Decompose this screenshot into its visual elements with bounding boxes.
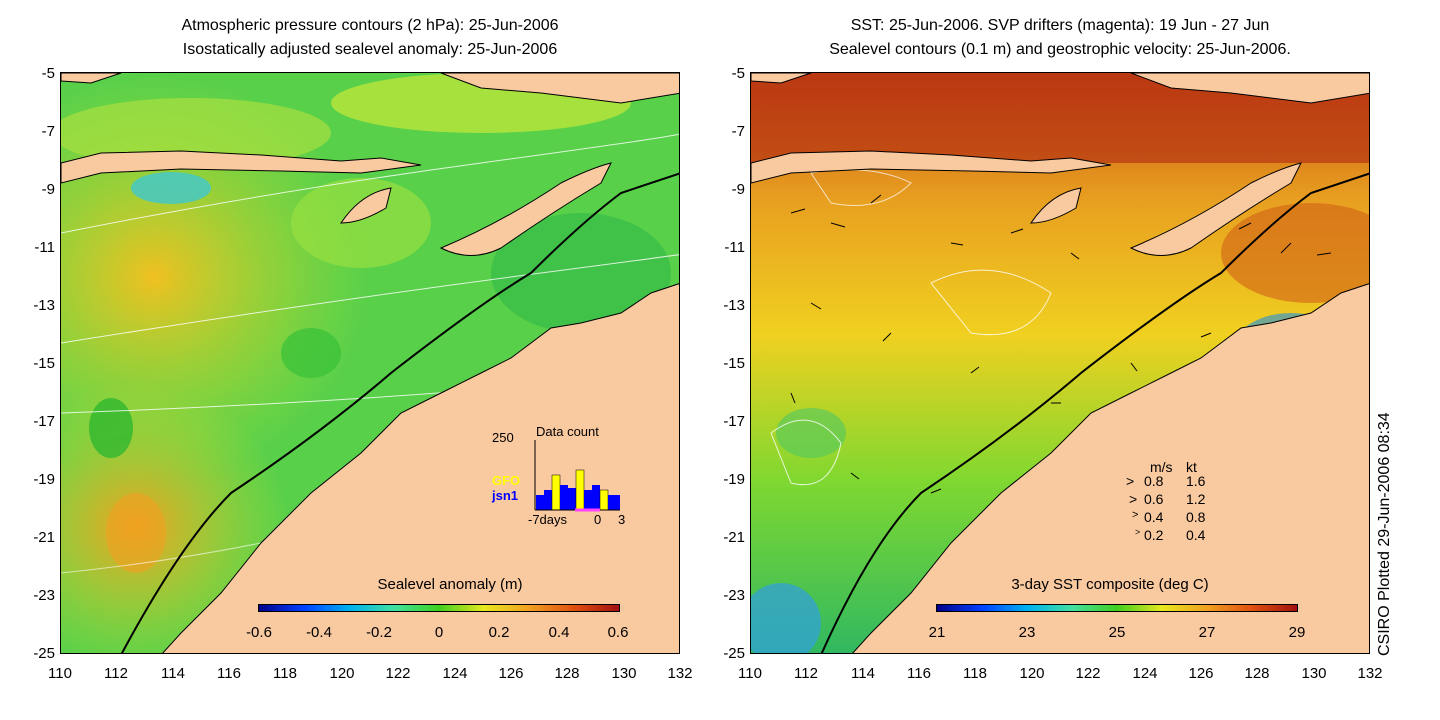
left-xtick: 126 bbox=[498, 665, 524, 682]
right-xtick: 116 bbox=[907, 665, 931, 682]
right-xtick: 128 bbox=[1244, 665, 1270, 682]
left-xtick: 120 bbox=[329, 665, 355, 682]
right-colorbar bbox=[936, 604, 1298, 612]
right-title-line1: SST: 25-Jun-2006. SVP drifters (magenta)… bbox=[850, 17, 1270, 34]
left-colorbar bbox=[258, 604, 620, 612]
indonesia-islands bbox=[61, 150, 422, 184]
inset-xtick: 0 bbox=[594, 512, 602, 527]
legend-arrow-icon: > bbox=[1129, 491, 1138, 507]
left-xtick: 118 bbox=[273, 665, 297, 682]
right-ytick: -21 bbox=[723, 529, 745, 546]
left-cb-tick: -0.4 bbox=[306, 624, 332, 641]
legend-header-kt: kt bbox=[1186, 459, 1197, 475]
right-ytick: -11 bbox=[724, 239, 745, 256]
left-map bbox=[60, 72, 680, 654]
left-ytick: -7 bbox=[41, 123, 55, 140]
australia-land bbox=[162, 283, 679, 653]
left-xtick: 114 bbox=[161, 665, 185, 682]
left-ytick: -23 bbox=[33, 587, 55, 604]
right-ytick: -23 bbox=[723, 587, 745, 604]
left-xtick: 110 bbox=[48, 665, 72, 682]
inset-xtick: 3 bbox=[618, 512, 626, 527]
left-cb-tick: 0.4 bbox=[548, 624, 570, 641]
left-xtick: 116 bbox=[217, 665, 241, 682]
inset-bars bbox=[534, 440, 620, 512]
legend-ms: 0.2 bbox=[1144, 527, 1164, 543]
right-cb-tick: 25 bbox=[1108, 624, 1126, 641]
left-map-svg bbox=[61, 73, 679, 653]
right-xtick: 114 bbox=[851, 665, 875, 682]
right-xtick: 120 bbox=[1019, 665, 1045, 682]
right-ytick: -15 bbox=[723, 355, 745, 372]
right-colorbar-label: 3-day SST composite (deg C) bbox=[1011, 576, 1209, 593]
right-xtick: 110 bbox=[738, 665, 762, 682]
right-xtick: 132 bbox=[1357, 665, 1383, 682]
right-ytick: -19 bbox=[723, 471, 745, 488]
credit-text: CSIRO Plotted 29-Jun-2006 08:34 bbox=[1376, 412, 1393, 656]
left-cb-tick: -0.2 bbox=[366, 624, 392, 641]
inset-series-gfo: GFO bbox=[492, 473, 521, 488]
legend-arrow-icon: > bbox=[1135, 527, 1141, 537]
left-title-line1: Atmospheric pressure contours (2 hPa): 2… bbox=[181, 17, 559, 34]
left-ytick: -9 bbox=[41, 181, 55, 198]
right-xtick: 118 bbox=[963, 665, 987, 682]
left-cb-tick: 0.6 bbox=[607, 624, 629, 641]
left-ytick: -25 bbox=[33, 645, 55, 662]
legend-kt: 0.4 bbox=[1186, 527, 1206, 543]
left-ytick: -15 bbox=[33, 355, 55, 372]
right-title-line2: Sealevel contours (0.1 m) and geostrophi… bbox=[829, 41, 1291, 58]
right-ytick: -13 bbox=[723, 297, 745, 314]
geostrophic-velocity-arrows bbox=[790, 194, 1332, 494]
right-ytick: -25 bbox=[723, 645, 745, 662]
inset-ymax-label: 250 bbox=[492, 430, 514, 445]
left-xtick: 112 bbox=[104, 665, 128, 682]
left-xtick: 128 bbox=[554, 665, 580, 682]
legend-ms: 0.6 bbox=[1144, 491, 1164, 507]
right-xtick: 126 bbox=[1188, 665, 1214, 682]
right-xtick: 124 bbox=[1132, 665, 1158, 682]
left-ytick: -11 bbox=[34, 239, 55, 256]
legend-header-ms: m/s bbox=[1150, 459, 1173, 475]
legend-kt: 1.6 bbox=[1186, 473, 1206, 489]
right-ytick: -17 bbox=[723, 413, 745, 430]
right-cb-tick: 23 bbox=[1018, 624, 1036, 641]
left-ytick: -17 bbox=[33, 413, 55, 430]
left-ytick: -21 bbox=[33, 529, 55, 546]
right-cb-tick: 21 bbox=[928, 624, 946, 641]
left-cb-tick: -0.6 bbox=[246, 624, 272, 641]
left-ytick: -19 bbox=[33, 471, 55, 488]
inset-xtick: -7days bbox=[528, 512, 568, 527]
right-xtick: 112 bbox=[794, 665, 818, 682]
left-xtick: 124 bbox=[442, 665, 468, 682]
inset-series-jsn1: jsn1 bbox=[492, 488, 519, 503]
right-ytick: -7 bbox=[731, 123, 745, 140]
legend-kt: 0.8 bbox=[1186, 509, 1206, 525]
legend-arrow-icon: > bbox=[1132, 509, 1139, 521]
legend-ms: 0.4 bbox=[1144, 509, 1164, 525]
legend-ms: 0.8 bbox=[1144, 473, 1164, 489]
left-cb-tick: 0.2 bbox=[488, 624, 510, 641]
left-ytick: -5 bbox=[41, 65, 55, 82]
right-xtick: 130 bbox=[1301, 665, 1327, 682]
right-map-svg bbox=[751, 73, 1369, 653]
inset-title: Data count bbox=[536, 424, 599, 439]
right-cb-tick: 29 bbox=[1288, 624, 1306, 641]
left-xtick: 130 bbox=[611, 665, 637, 682]
timor-island bbox=[439, 162, 612, 256]
left-ytick: -13 bbox=[33, 297, 55, 314]
legend-arrow-icon: > bbox=[1126, 473, 1135, 489]
left-title-line2: Isostatically adjusted sealevel anomaly:… bbox=[182, 41, 558, 58]
left-xtick: 132 bbox=[667, 665, 693, 682]
australia-land-right bbox=[852, 283, 1369, 653]
legend-kt: 1.2 bbox=[1186, 491, 1206, 507]
left-colorbar-label: Sealevel anomaly (m) bbox=[377, 576, 523, 593]
right-ytick: -5 bbox=[731, 65, 745, 82]
left-cb-tick: 0 bbox=[434, 624, 444, 641]
right-ytick: -9 bbox=[731, 181, 745, 198]
right-cb-tick: 27 bbox=[1198, 624, 1216, 641]
left-xtick: 122 bbox=[385, 665, 411, 682]
right-map bbox=[750, 72, 1370, 654]
right-xtick: 122 bbox=[1075, 665, 1101, 682]
